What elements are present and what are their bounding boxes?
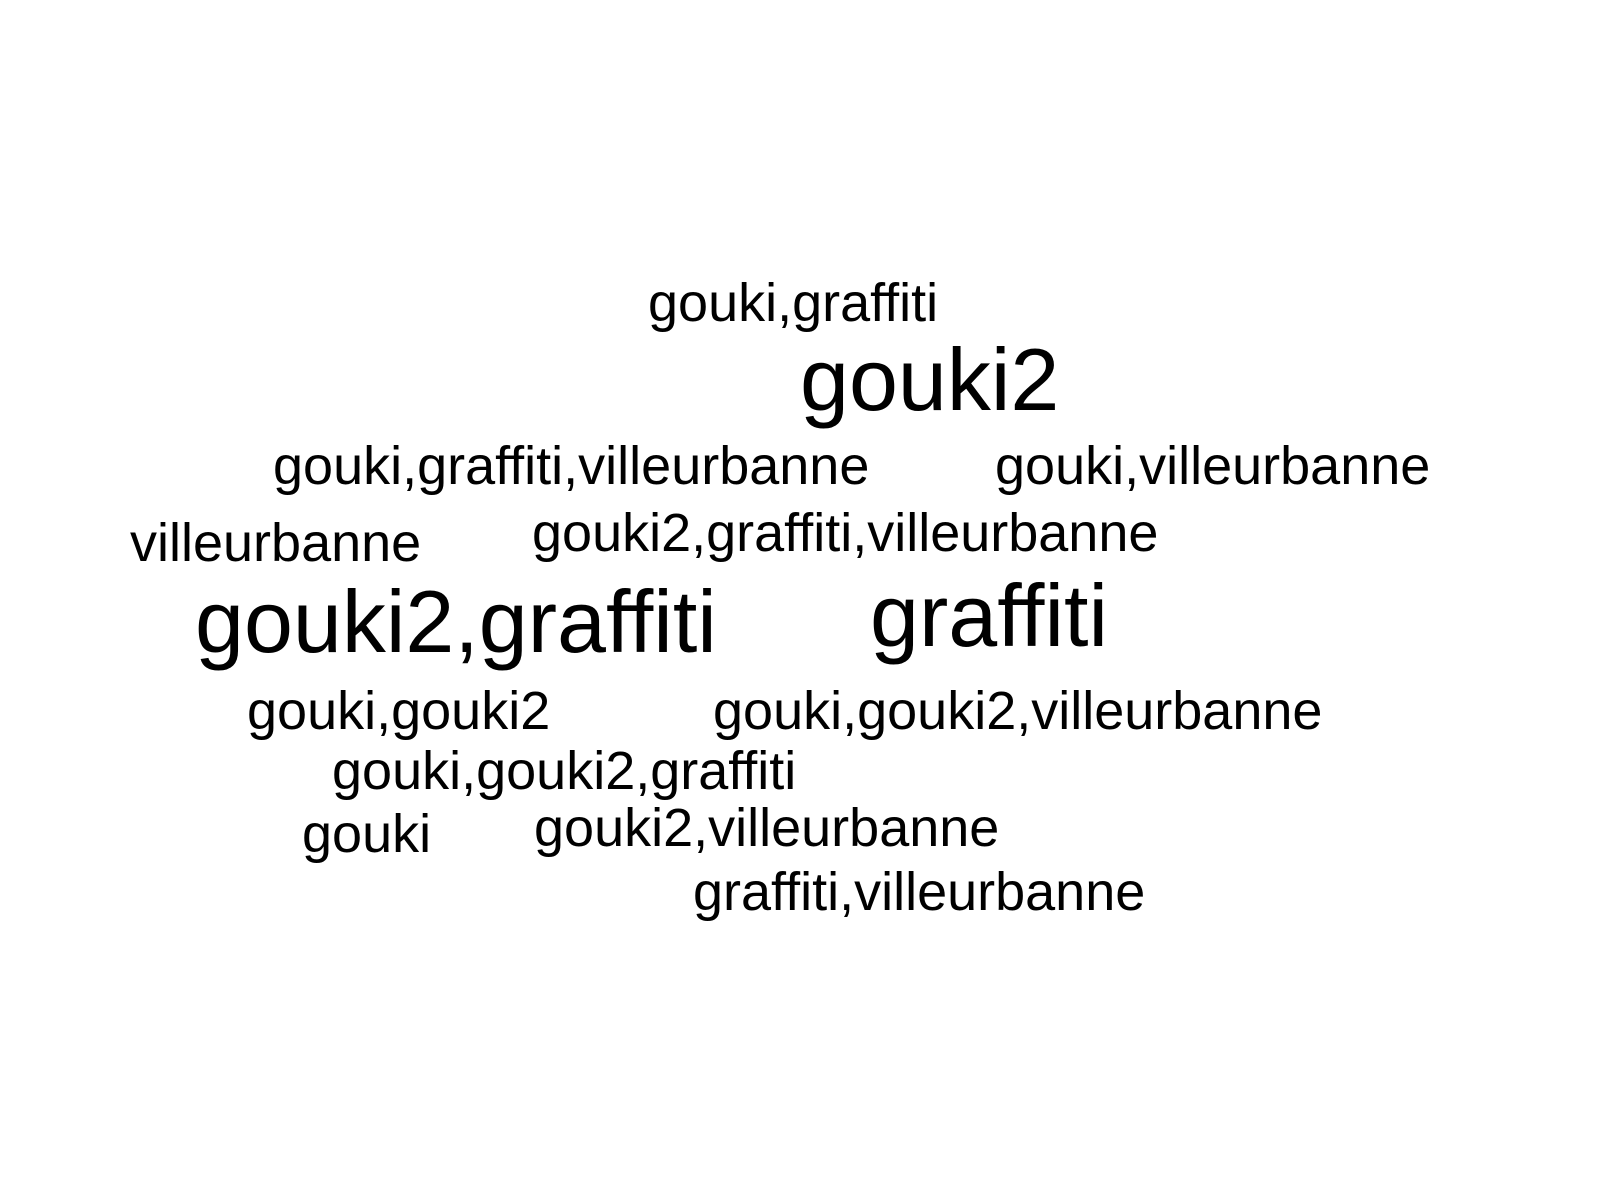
tag-gouki2-villeurbanne[interactable]: gouki2,villeurbanne <box>534 798 1000 858</box>
tag-gouki2[interactable]: gouki2 <box>800 330 1060 429</box>
tag-graffiti-villeurbanne[interactable]: graffiti,villeurbanne <box>693 862 1146 922</box>
tag-gouki-villeurbanne[interactable]: gouki,villeurbanne <box>995 436 1431 496</box>
tag-gouki-gouki2-graffiti[interactable]: gouki,gouki2,graffiti <box>332 741 797 801</box>
tag-gouki-gouki2-villeurbanne[interactable]: gouki,gouki2,villeurbanne <box>713 681 1323 741</box>
tag-graffiti[interactable]: graffiti <box>870 566 1109 665</box>
tag-gouki-graffiti[interactable]: gouki,graffiti <box>648 273 939 333</box>
tag-gouki[interactable]: gouki <box>302 804 432 864</box>
tag-gouki2-graffiti[interactable]: gouki2,graffiti <box>195 572 717 671</box>
tag-gouki2-graffiti-villeurbanne[interactable]: gouki2,graffiti,villeurbanne <box>532 503 1159 563</box>
tag-gouki-graffiti-villeurbanne[interactable]: gouki,graffiti,villeurbanne <box>273 436 870 496</box>
tag-villeurbanne[interactable]: villeurbanne <box>130 513 422 573</box>
tag-gouki-gouki2[interactable]: gouki,gouki2 <box>247 681 551 741</box>
